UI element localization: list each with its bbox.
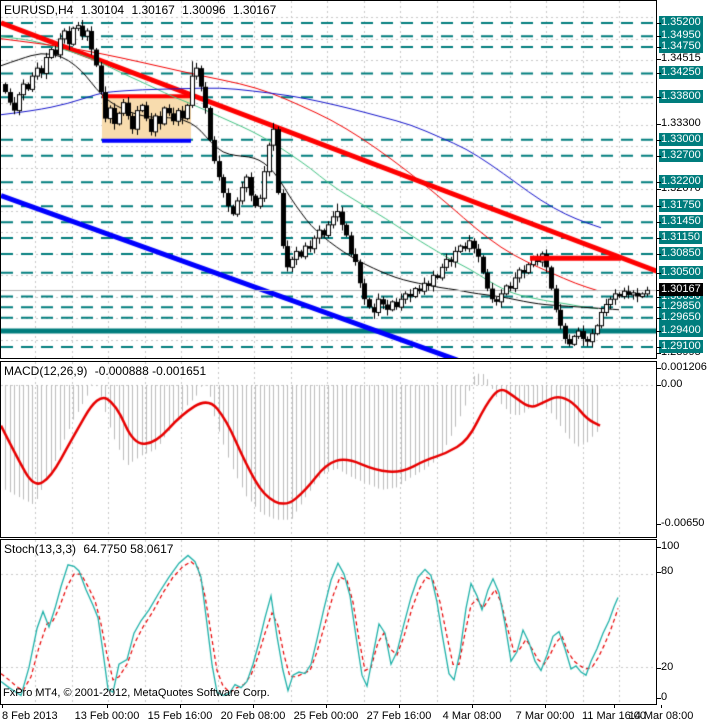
time-axis-label: 13 Feb 00:00	[74, 710, 140, 722]
axis-tick	[657, 189, 661, 190]
time-axis-tick	[472, 705, 473, 708]
macd-name: MACD(12,26,9)	[4, 364, 88, 378]
low-value: 1.30096	[182, 3, 226, 17]
stochastic-canvas[interactable]	[1, 540, 656, 704]
time-axis-tick	[545, 705, 546, 708]
time-axis-label: 14 Mar 08:00	[628, 710, 694, 722]
macd-values: -0.000888 -0.001651	[94, 364, 207, 378]
price-level-label: 1.34750	[659, 39, 703, 53]
axis-tick	[657, 97, 661, 98]
time-axis-tick	[2, 705, 3, 708]
time-axis-tick	[253, 705, 254, 708]
price-level-label: 1.31150	[659, 231, 702, 245]
axis-tick	[657, 140, 661, 141]
time-axis-tick	[399, 705, 400, 708]
stochastic-indicator-label: Stoch(13,3,3) 64.7750 58.0617	[4, 542, 177, 556]
time-axis: 8 Feb 2013 13 Feb 00:00 15 Feb 16:00 20 Feb…	[0, 705, 713, 728]
macd-axis-label: -0.00650	[661, 517, 705, 529]
price-level-label: 1.31450	[659, 215, 703, 229]
time-axis-label: 8 Feb 2013	[2, 710, 58, 722]
high-value: 1.30167	[131, 3, 175, 17]
price-axis: 1.345151.333001.320701.289951.352001.349…	[657, 0, 713, 705]
axis-tick	[657, 124, 661, 125]
axis-tick	[657, 353, 661, 354]
time-axis-tick	[661, 705, 662, 708]
open-value: 1.30104	[80, 3, 125, 17]
axis-tick	[657, 59, 661, 60]
axis-tick	[657, 668, 661, 669]
stoch-axis-label: 80	[661, 565, 674, 577]
price-level-label: 1.35200	[659, 16, 703, 29]
time-axis-tick	[614, 705, 615, 708]
price-level-label: 1.32700	[659, 148, 703, 162]
axis-tick	[657, 156, 661, 157]
price-level-label: 1.29650	[659, 310, 703, 324]
stoch-axis-label: 100	[661, 540, 680, 552]
stoch-name: Stoch(13,3,3)	[4, 542, 77, 556]
price-level-label: 1.30500	[659, 265, 703, 279]
axis-tick	[657, 23, 661, 24]
axis-tick	[657, 307, 661, 308]
price-level-label: 1.29850	[659, 300, 703, 314]
macd-panel: MACD(12,26,9) -0.000888 -0.001651	[0, 361, 657, 538]
axis-tick	[657, 47, 661, 48]
macd-axis-label: 0.001206	[661, 361, 707, 373]
axis-tick	[657, 572, 661, 573]
chart-title: EURUSD,H4 1.30104 1.30167 1.30096 1.3016…	[4, 3, 280, 17]
price-level-label: 1.33800	[659, 90, 703, 104]
time-axis-label: 25 Feb 00:00	[293, 710, 359, 722]
close-value: 1.30167	[232, 3, 277, 17]
time-axis-label: 4 Mar 08:00	[442, 710, 502, 722]
axis-tick	[657, 182, 661, 183]
axis-tick	[657, 698, 661, 699]
axis-tick	[657, 206, 661, 207]
axis-tick	[657, 297, 661, 298]
axis-tick	[657, 36, 661, 37]
axis-tick	[657, 254, 661, 255]
macd-indicator-label: MACD(12,26,9) -0.000888 -0.001651	[4, 364, 210, 378]
axis-tick	[657, 273, 661, 274]
time-axis-label: 27 Feb 16:00	[366, 710, 432, 722]
axis-tick	[657, 524, 661, 525]
price-chart-canvas[interactable]	[1, 1, 656, 358]
price-level-label: 1.34950	[659, 29, 703, 43]
axis-tick	[657, 331, 661, 332]
stoch-axis-label: 20	[661, 661, 674, 673]
current-price-label: 1.30167	[659, 283, 703, 297]
price-level-label: 1.29100	[659, 340, 703, 353]
axis-tick	[657, 385, 661, 386]
time-axis-label: 7 Mar 00:00	[515, 710, 575, 722]
price-level-label: 1.31750	[659, 199, 703, 213]
axis-tick	[657, 318, 661, 319]
price-level-label: 1.34250	[659, 66, 703, 80]
axis-tick	[657, 368, 661, 369]
axis-tick	[657, 547, 661, 548]
time-axis-tick	[107, 705, 108, 708]
time-axis-label: 15 Feb 16:00	[147, 710, 213, 722]
price-level-label: 1.30850	[659, 247, 703, 261]
time-axis-label: 20 Feb 08:00	[220, 710, 286, 722]
price-level-label: 1.29400	[659, 324, 703, 338]
copyright-notice: FxPro MT4, © 2001-2012, MetaQuotes Softw…	[3, 687, 270, 699]
grid-price-label: 1.33300	[661, 116, 701, 129]
axis-tick	[657, 238, 661, 239]
symbol-period-label: EURUSD,H4	[4, 3, 74, 17]
time-axis-tick	[180, 705, 181, 708]
time-axis-tick	[326, 705, 327, 708]
price-level-label: 1.33000	[659, 132, 703, 146]
stochastic-panel: Stoch(13,3,3) 64.7750 58.0617	[0, 539, 657, 705]
stoch-values: 64.7750 58.0617	[83, 542, 174, 556]
time-axis-label: 11 Mar 16:00	[581, 710, 647, 722]
axis-tick	[657, 73, 661, 74]
axis-tick	[657, 347, 661, 348]
main-price-panel: EURUSD,H4 1.30104 1.30167 1.30096 1.3016…	[0, 0, 657, 359]
axis-tick	[657, 222, 661, 223]
stoch-axis-label: 0	[661, 691, 668, 703]
price-level-label: 1.32200	[659, 175, 703, 189]
macd-axis-label: 0.00	[661, 378, 683, 390]
macd-canvas[interactable]	[1, 362, 656, 537]
grid-price-label: 1.34515	[661, 52, 701, 65]
